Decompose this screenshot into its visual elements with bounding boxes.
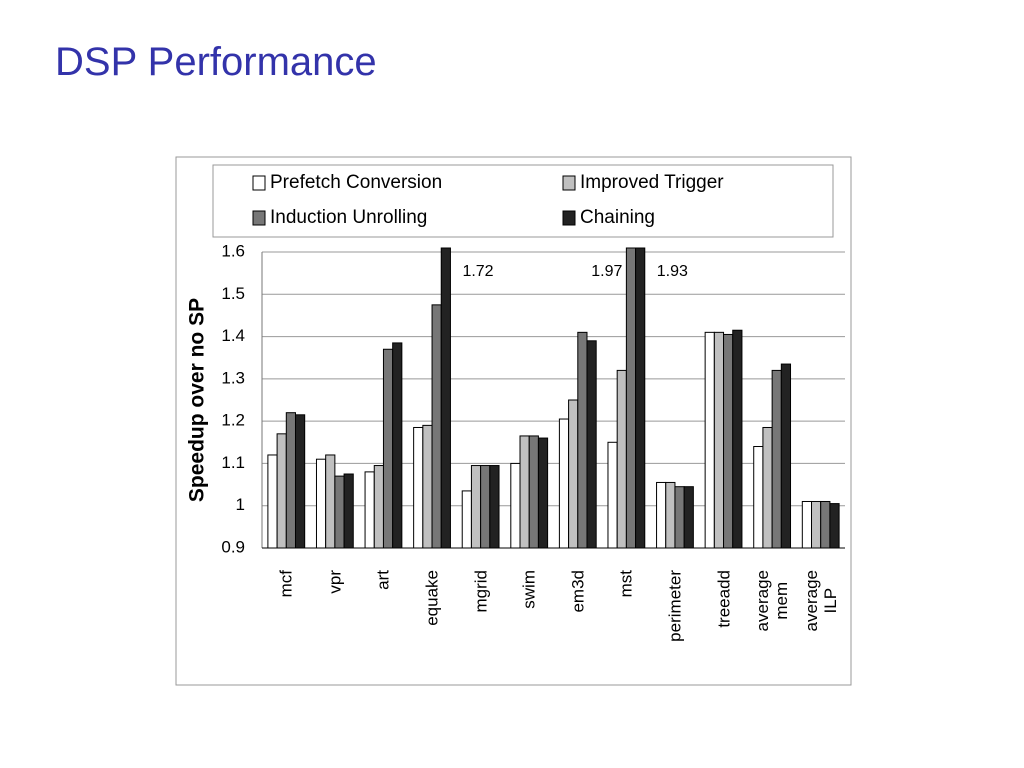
bar	[392, 342, 403, 549]
x-tick-label: art	[373, 570, 393, 590]
bar	[440, 247, 451, 549]
bar	[267, 454, 278, 549]
bar	[461, 490, 472, 549]
bar	[343, 473, 354, 549]
legend-swatch	[562, 210, 576, 226]
bar	[723, 333, 734, 549]
bar	[364, 471, 375, 549]
bar	[753, 446, 764, 549]
bar	[586, 340, 597, 549]
bar	[480, 465, 491, 549]
x-tick-label: equake	[422, 570, 442, 626]
bar	[820, 500, 831, 549]
x-tick-label: vpr	[325, 570, 345, 594]
bar	[431, 304, 442, 549]
bar	[713, 331, 725, 549]
y-tick-label: 0.9	[221, 537, 245, 556]
bar	[325, 454, 336, 549]
bar	[674, 486, 685, 549]
bar	[470, 465, 482, 549]
x-tick-label: mst	[616, 570, 636, 598]
y-tick-label: 1.1	[221, 453, 245, 472]
x-tick-label: perimeter	[665, 570, 685, 642]
legend-box	[212, 164, 834, 238]
bar	[780, 363, 792, 549]
bar	[294, 414, 306, 549]
bar	[382, 348, 394, 549]
bar	[665, 481, 676, 549]
x-tick-label: average mem	[753, 570, 792, 632]
bar	[315, 458, 327, 549]
legend-label: Prefetch Conversion	[270, 172, 442, 193]
bar	[656, 481, 667, 549]
y-tick-label: 1.2	[221, 411, 245, 430]
bar	[422, 424, 433, 549]
bar	[528, 435, 539, 549]
y-tick-label: 1.5	[221, 284, 245, 303]
bar	[276, 433, 287, 549]
bar	[334, 475, 345, 549]
bar	[635, 247, 646, 549]
bar	[829, 503, 840, 549]
legend-swatch	[562, 175, 576, 191]
bar	[489, 465, 500, 549]
y-axis-label: Speedup over no SP	[186, 298, 209, 502]
bar	[762, 426, 773, 549]
y-tick-label: 1	[236, 495, 245, 514]
bar	[801, 500, 813, 549]
bar	[577, 331, 588, 549]
bar	[519, 435, 530, 549]
data-label: 1.97	[591, 263, 622, 280]
legend-swatch	[252, 175, 266, 191]
legend-label: Chaining	[580, 207, 655, 228]
legend-label: Induction Unrolling	[270, 207, 427, 228]
bar	[704, 331, 715, 549]
legend-swatch	[252, 210, 266, 226]
y-tick-label: 1.4	[221, 326, 245, 345]
y-tick-label: 1.6	[221, 241, 245, 260]
bar	[771, 369, 782, 549]
x-tick-label: average ILP	[801, 570, 840, 632]
slide-title: DSP Performance	[55, 40, 377, 84]
bar	[625, 247, 637, 549]
bar	[413, 426, 424, 549]
bar	[510, 462, 521, 549]
bar	[811, 500, 822, 549]
data-label: 1.93	[657, 263, 688, 280]
bar	[285, 412, 296, 549]
y-tick-label: 1.3	[221, 368, 245, 387]
bar	[732, 329, 743, 549]
bar	[537, 437, 549, 549]
data-label: 1.72	[462, 263, 493, 280]
x-tick-label: swim	[519, 570, 539, 609]
bar	[607, 441, 618, 549]
bar	[373, 465, 384, 549]
x-tick-label: em3d	[568, 570, 588, 613]
legend-label: Improved Trigger	[580, 172, 724, 193]
bar	[616, 369, 627, 549]
bar	[568, 399, 579, 549]
x-tick-label: mgrid	[471, 570, 491, 613]
x-tick-label: mcf	[276, 570, 296, 598]
x-tick-label: treeadd	[714, 570, 734, 628]
bar	[558, 418, 570, 549]
bar	[683, 486, 694, 549]
